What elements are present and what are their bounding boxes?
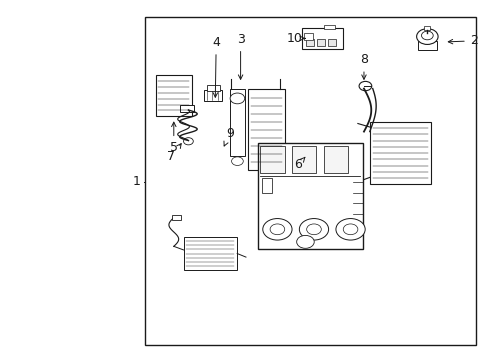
Bar: [207, 85, 220, 91]
Bar: [179, 105, 194, 112]
Circle shape: [183, 138, 193, 145]
Text: 9: 9: [224, 127, 233, 146]
Bar: [369, 122, 430, 184]
Text: 5: 5: [169, 122, 178, 154]
Circle shape: [335, 219, 365, 240]
Bar: [424, 26, 429, 31]
Text: 1: 1: [132, 175, 140, 188]
Circle shape: [306, 224, 321, 235]
Text: 6: 6: [294, 157, 305, 171]
Bar: [171, 215, 180, 220]
Circle shape: [285, 147, 294, 154]
Text: 7: 7: [167, 144, 181, 163]
Circle shape: [296, 235, 314, 248]
Bar: [316, 39, 325, 46]
Bar: [261, 178, 271, 193]
Bar: [301, 28, 343, 49]
Bar: [203, 90, 222, 102]
Text: 8: 8: [359, 53, 367, 79]
Circle shape: [299, 219, 328, 240]
Bar: [260, 146, 284, 173]
Text: 2: 2: [447, 34, 477, 48]
Bar: [291, 146, 316, 173]
Bar: [296, 153, 312, 161]
Bar: [417, 41, 436, 50]
Circle shape: [262, 219, 291, 240]
Bar: [304, 33, 313, 40]
Bar: [155, 75, 192, 116]
Circle shape: [269, 224, 284, 235]
Bar: [247, 89, 284, 170]
Bar: [323, 146, 347, 173]
Bar: [305, 39, 314, 46]
Bar: [183, 237, 237, 270]
Bar: [230, 89, 244, 156]
Bar: [257, 143, 362, 249]
Circle shape: [231, 157, 243, 166]
Circle shape: [343, 224, 357, 235]
Text: 3: 3: [236, 33, 244, 79]
Bar: [327, 39, 335, 46]
Circle shape: [421, 31, 432, 40]
Circle shape: [358, 81, 371, 91]
Bar: [324, 25, 334, 29]
Bar: [144, 17, 475, 345]
Circle shape: [416, 29, 437, 44]
Text: 10: 10: [286, 32, 305, 45]
Circle shape: [230, 93, 244, 104]
Text: 4: 4: [212, 36, 220, 97]
